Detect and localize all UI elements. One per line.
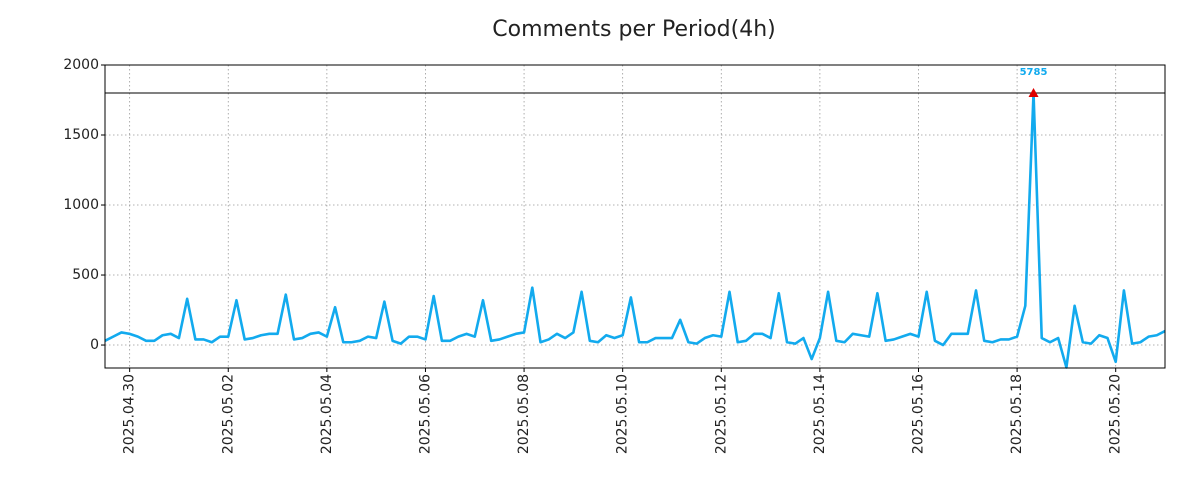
- x-tick-label: 2025.05.16: [910, 374, 926, 454]
- x-tick-label: 2025.05.04: [319, 374, 335, 454]
- x-tick-label: 2025.05.02: [220, 374, 236, 454]
- y-tick-label: 500: [72, 267, 99, 283]
- x-tick-label: 2025.05.20: [1108, 374, 1124, 454]
- y-tick-label: 2000: [63, 57, 99, 73]
- y-tick-label: 1000: [63, 197, 99, 213]
- x-tick-label: 2025.05.12: [713, 374, 729, 454]
- x-tick-label: 2025.05.18: [1009, 374, 1025, 454]
- x-tick-label: 2025.05.10: [615, 374, 631, 454]
- x-tick-label: 2025.05.06: [417, 374, 433, 454]
- peak-marker: [1028, 88, 1039, 98]
- line: [104, 91, 1166, 369]
- x-tick-label: 2025.05.08: [516, 374, 532, 454]
- plot-frame: [104, 64, 1166, 369]
- x-tick-label: 2025.04.30: [122, 374, 138, 454]
- y-tick-label: 1500: [63, 127, 99, 143]
- annotation: 5785: [1020, 67, 1048, 78]
- x-tick-label: 2025.05.14: [812, 374, 828, 454]
- chart-title: Comments per Period(4h): [492, 17, 776, 42]
- y-tick-label: 0: [90, 337, 99, 353]
